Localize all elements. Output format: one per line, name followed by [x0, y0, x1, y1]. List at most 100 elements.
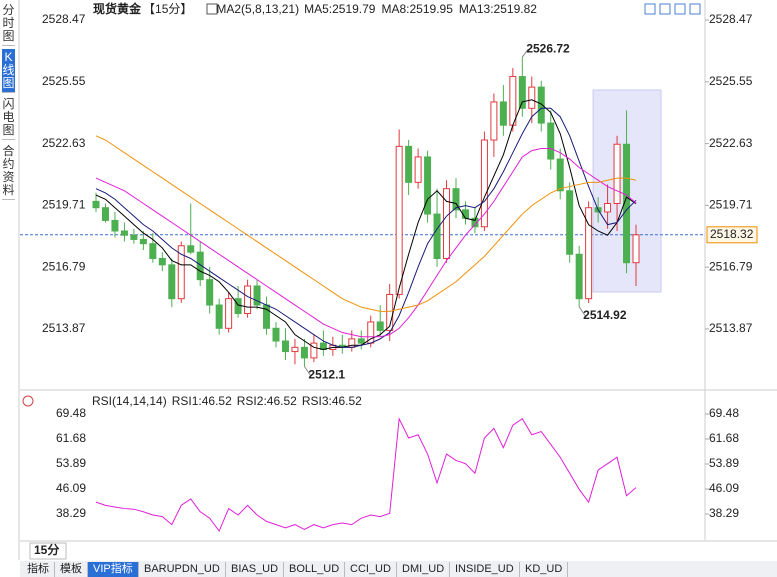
- candle-body: [92, 200, 100, 209]
- y-tick-label: 2528.47: [42, 12, 86, 26]
- y-tick-label: 2513.87: [42, 321, 86, 335]
- y-tick-label: 2519.71: [709, 198, 753, 212]
- candle-body: [120, 230, 128, 236]
- annotation: 2512.1: [308, 368, 345, 382]
- candle-body: [130, 234, 138, 240]
- header-text: 【15分】: [143, 2, 192, 16]
- y-tick-label: 61.68: [709, 431, 739, 445]
- candle-body: [585, 207, 593, 300]
- candle-body: [281, 340, 289, 353]
- candle-body: [253, 285, 261, 306]
- candle-body: [480, 139, 488, 228]
- candle-body: [566, 190, 574, 255]
- bottom-tab[interactable]: BOLL_UD: [284, 562, 346, 577]
- candle-body: [291, 346, 299, 353]
- y-tick-label: 2516.79: [42, 259, 86, 273]
- y-tick-label: 2516.79: [709, 259, 753, 273]
- header-text: MA8:2519.95: [381, 2, 453, 16]
- candle-body: [632, 234, 640, 264]
- bottom-tab[interactable]: BARUPDN_UD: [139, 562, 226, 577]
- ma-icon[interactable]: [206, 3, 218, 15]
- header-text: RSI(14,14,14): [92, 394, 167, 408]
- legend-entry: RSI1:46.52: [172, 394, 232, 408]
- tool-icon[interactable]: [644, 3, 656, 15]
- y-tick-label: 2522.63: [709, 136, 753, 150]
- candle-body: [461, 209, 469, 219]
- bottom-tab[interactable]: DMI_UD: [397, 562, 451, 577]
- sidebar-tab[interactable]: K线图: [2, 49, 15, 93]
- candle-body: [139, 238, 147, 245]
- bottom-tab[interactable]: INSIDE_UD: [450, 562, 520, 577]
- rsi-line: [95, 416, 637, 533]
- header-text: 现货黄金: [93, 1, 142, 16]
- header-text: MA2(5,8,13,21): [216, 2, 299, 16]
- y-tick-label: 38.29: [56, 506, 86, 520]
- annotation: 2526.72: [526, 41, 570, 55]
- y-tick-label: 53.89: [709, 456, 739, 470]
- y-tick-label: 2525.55: [709, 74, 753, 88]
- candle-body: [225, 298, 233, 329]
- candle-body: [471, 217, 479, 228]
- annotation-leader: [521, 48, 529, 58]
- tab-bar: [20, 561, 777, 577]
- candle-body: [300, 346, 308, 359]
- candle-body: [310, 342, 318, 359]
- annotation-leader: [578, 306, 586, 317]
- y-tick-label: 69.48: [709, 406, 739, 420]
- ma-line: [95, 135, 637, 312]
- bottom-tab[interactable]: BIAS_UD: [226, 562, 285, 577]
- y-tick-label: 69.48: [56, 406, 86, 420]
- candle-body: [547, 122, 555, 160]
- bottom-tab[interactable]: VIP指标: [88, 562, 139, 577]
- toolbar: [644, 3, 701, 15]
- candle-body: [518, 76, 526, 109]
- header-text: MA13:2519.82: [459, 2, 537, 16]
- rsi-icon[interactable]: [22, 395, 34, 407]
- y-tick-label: 38.29: [709, 506, 739, 520]
- bottom-tab[interactable]: 指标: [22, 562, 55, 577]
- candle-body: [556, 158, 564, 192]
- annotation-leader: [304, 366, 311, 376]
- candle-body: [604, 202, 612, 213]
- bottom-tab[interactable]: CCI_UD: [345, 562, 397, 577]
- sidebar-tab[interactable]: 分时图: [2, 2, 15, 46]
- tool-icon[interactable]: [689, 3, 701, 15]
- candle-body: [452, 188, 460, 211]
- candle-body: [187, 245, 195, 253]
- legend-entry: RSI3:46.52: [302, 394, 362, 408]
- candle-body: [376, 321, 384, 331]
- y-tick-label: 2522.63: [42, 136, 86, 150]
- candle-body: [206, 279, 214, 306]
- sidebar-tab[interactable]: 闪电图: [2, 96, 15, 140]
- y-tick-label: 2519.71: [42, 198, 86, 212]
- candle-body: [499, 101, 507, 126]
- bottom-tab[interactable]: 模板: [55, 562, 88, 577]
- candle-body: [443, 188, 451, 259]
- candle-body: [490, 101, 498, 141]
- y-tick-label: 53.89: [56, 456, 86, 470]
- candle-body: [528, 86, 536, 109]
- candle-body: [613, 143, 621, 204]
- last-price-box: [706, 226, 758, 244]
- sidebar-tab[interactable]: 合约资料: [2, 143, 15, 200]
- y-tick-label: 46.09: [56, 481, 86, 495]
- last-price-label: 2518.32: [710, 227, 754, 241]
- tool-icon[interactable]: [659, 3, 671, 15]
- candle-body: [414, 156, 422, 183]
- annotation: 2514.92: [583, 308, 627, 322]
- bottom-tab[interactable]: KD_UD: [520, 562, 569, 577]
- candle-body: [215, 304, 223, 329]
- y-tick-label: 2525.55: [42, 74, 86, 88]
- header-text: MA5:2519.79: [304, 2, 376, 16]
- y-tick-label: 46.09: [709, 481, 739, 495]
- tool-icon[interactable]: [674, 3, 686, 15]
- candle-body: [433, 213, 441, 259]
- candle-body: [537, 86, 545, 124]
- candle-body: [395, 145, 403, 295]
- candle-body: [509, 76, 517, 126]
- y-tick-label: 61.68: [56, 431, 86, 445]
- period-label: 15分: [34, 542, 59, 557]
- candle-body: [234, 298, 242, 314]
- y-tick-label: 2528.47: [709, 12, 753, 26]
- candle-body: [149, 243, 157, 259]
